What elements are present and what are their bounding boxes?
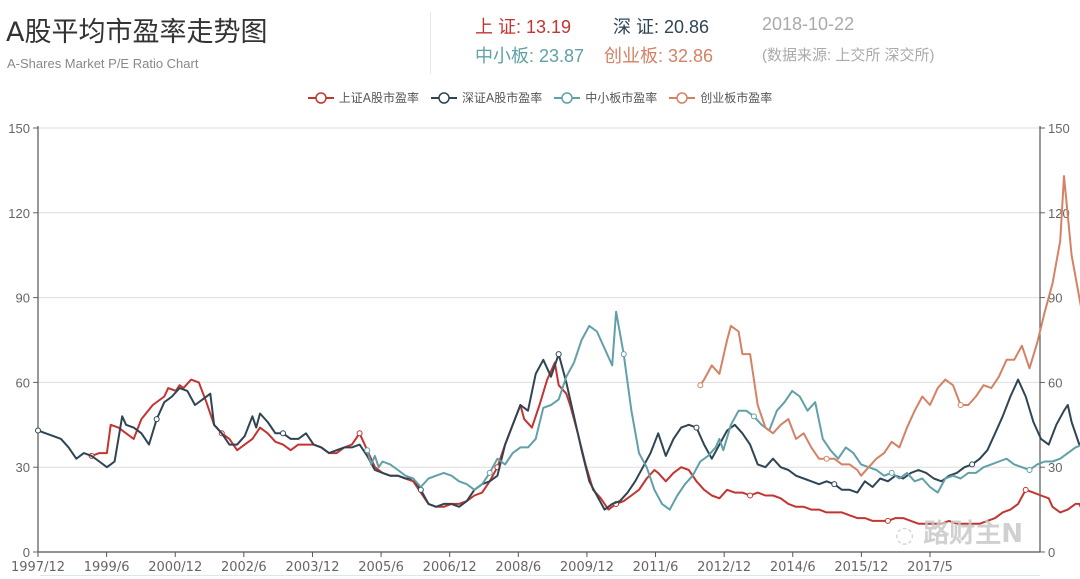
x-tick-label: 2008/6 [495, 560, 541, 575]
stat-date: 2018-10-22 [762, 14, 855, 34]
wechat-icon: ◌ [895, 523, 915, 548]
stat-sme-board: 中小板: 23.87 [475, 46, 585, 66]
legend-label: 深证A股市盈率 [461, 91, 543, 105]
y-tick-label-right: 30 [1048, 460, 1062, 475]
y-tick-label: 90 [16, 291, 30, 306]
x-tick-label: 2000/12 [148, 560, 202, 575]
data-point-marker [555, 351, 562, 358]
data-point-marker [417, 486, 424, 493]
data-point-marker [364, 447, 371, 454]
series-line[interactable] [37, 353, 1080, 511]
series-line[interactable] [699, 175, 1080, 477]
x-tick-label: 2015/12 [834, 560, 888, 575]
data-point-marker [35, 427, 41, 434]
data-point-marker [823, 455, 830, 462]
x-tick-label: 2017/5 [907, 560, 953, 575]
header-divider [430, 12, 431, 74]
watermark-text: 路财主N [923, 519, 1024, 549]
legend-item[interactable]: 创业板市盈率 [669, 89, 772, 106]
x-tick-label: 2003/12 [285, 560, 339, 575]
x-tick-label: 2014/6 [770, 560, 816, 575]
y-tick-label: 0 [23, 545, 30, 560]
y-tick-label: 60 [16, 375, 30, 390]
data-point-marker [747, 492, 754, 499]
data-point-marker [1022, 486, 1029, 493]
x-tick-label: 2005/6 [358, 560, 404, 575]
data-point-marker [884, 517, 891, 524]
data-point-marker [1026, 467, 1033, 474]
y-tick-label: 120 [8, 206, 30, 221]
legend-label: 创业板市盈率 [700, 91, 773, 105]
page-title: A股平均市盈率走势图 [6, 17, 268, 48]
x-tick-label: 1999/6 [84, 560, 130, 575]
page-subtitle: A-Shares Market P/E Ratio Chart [7, 56, 199, 71]
legend-line-circle-icon [430, 91, 457, 104]
y-tick-label-right: 150 [1048, 121, 1070, 136]
x-tick-label: 2002/6 [221, 560, 267, 575]
data-point-marker [693, 424, 700, 431]
data-point-marker [486, 469, 493, 476]
data-point-marker [750, 413, 757, 420]
data-point-marker [831, 481, 838, 488]
chart-legend: 上证A股市盈率 深证A股市盈率 中小板市盈率 创业板市盈率 [0, 89, 1080, 108]
data-point-marker [620, 351, 627, 358]
legend-item[interactable]: 上证A股市盈率 [307, 89, 419, 106]
legend-line-circle-icon [669, 91, 696, 104]
data-point-marker [957, 402, 964, 409]
series-line[interactable] [366, 310, 1080, 511]
legend-line-circle-icon [307, 91, 334, 104]
y-tick-label: 30 [16, 460, 30, 475]
y-tick-label-right: 0 [1048, 545, 1055, 560]
stat-shenzhen: 深 证: 20.86 [613, 17, 710, 37]
x-tick-label: 1997/12 [11, 560, 65, 575]
series-line[interactable] [91, 361, 1080, 525]
legend-item[interactable]: 深证A股市盈率 [430, 89, 543, 106]
data-point-marker [969, 461, 976, 468]
stat-shanghai: 上 证: 13.19 [475, 17, 572, 37]
watermark: ◌ 路财主N [895, 513, 1023, 550]
y-tick-label: 150 [8, 121, 30, 136]
x-tick-label: 2006/12 [423, 560, 477, 575]
y-tick-label-right: 120 [1048, 206, 1070, 221]
legend-label: 中小板市盈率 [585, 91, 658, 105]
data-point-marker [280, 430, 287, 437]
stat-gem-board: 创业板: 32.86 [604, 46, 714, 66]
y-tick-label-right: 90 [1048, 291, 1062, 306]
data-point-marker [153, 416, 160, 423]
data-point-marker [888, 469, 895, 476]
bottom-border [40, 575, 1040, 576]
legend-item[interactable]: 中小板市盈率 [554, 89, 657, 106]
legend-line-circle-icon [554, 91, 581, 104]
legend-label: 上证A股市盈率 [338, 91, 419, 105]
x-tick-label: 2012/12 [697, 560, 751, 575]
data-source-note: (数据来源: 上交所 深交所) [762, 47, 935, 64]
data-point-marker [356, 430, 363, 437]
y-tick-label-right: 60 [1048, 375, 1062, 390]
x-tick-label: 2009/12 [560, 560, 614, 575]
data-point-marker [697, 382, 704, 389]
x-tick-label: 2011/6 [633, 560, 679, 575]
